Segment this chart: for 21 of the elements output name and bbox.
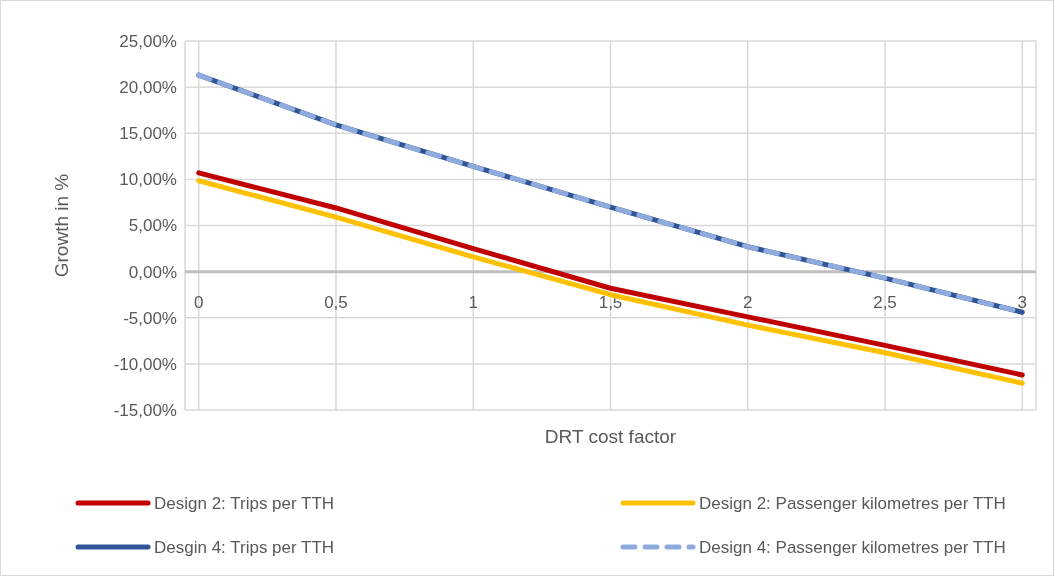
- x-tick-label: 2: [743, 292, 753, 312]
- legend-label: Design 4: Passenger kilometres per TTH: [699, 537, 1006, 557]
- y-tick-label: -5,00%: [123, 308, 177, 328]
- y-tick-label: -10,00%: [113, 354, 177, 374]
- y-axis-title: Growth in %: [51, 173, 72, 278]
- y-tick-label: 20,00%: [119, 78, 177, 98]
- x-tick-label: 3: [1017, 292, 1028, 312]
- y-tick-label: 0,00%: [128, 262, 177, 282]
- y-tick-label: 15,00%: [119, 124, 177, 144]
- x-tick-label: 0,5: [324, 292, 348, 312]
- x-tick-label: 0: [193, 292, 204, 312]
- legend-label: Desgin 4: Trips per TTH: [154, 537, 335, 557]
- x-axis-title: DRT cost factor: [544, 426, 677, 447]
- legend-label: Design 2: Trips per TTH: [154, 493, 335, 513]
- legend-label: Design 2: Passenger kilometres per TTH: [699, 493, 1006, 513]
- x-tick-label: 2,5: [873, 292, 897, 312]
- y-tick-label: 5,00%: [128, 216, 177, 236]
- y-tick-label: 25,00%: [119, 31, 177, 51]
- y-tick-label: -15,00%: [113, 400, 177, 420]
- x-tick-label: 1: [468, 292, 478, 312]
- y-tick-label: 10,00%: [119, 170, 177, 190]
